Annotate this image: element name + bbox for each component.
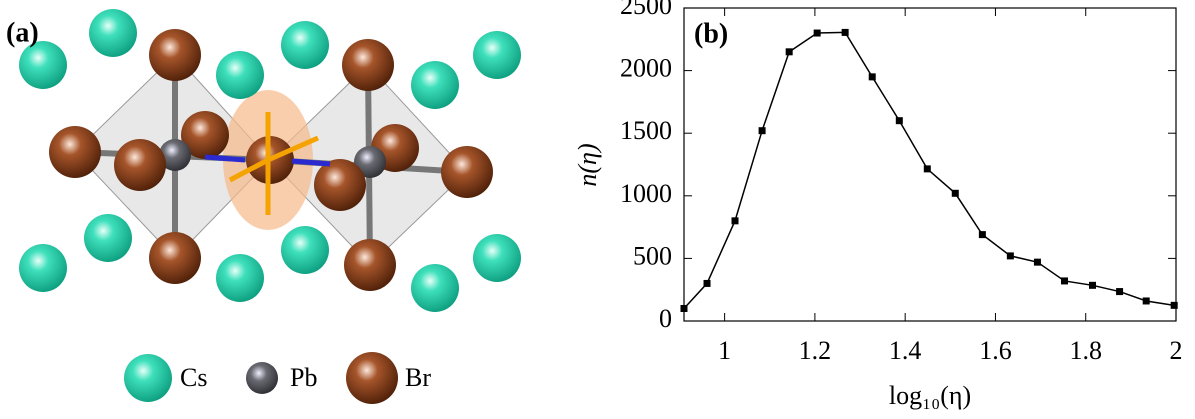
legend-swatch <box>124 354 172 402</box>
chart: (b) log₁₀(η) n(η) 0 500 1000 1500 2000 2500 1 1… <box>573 0 1183 410</box>
data-point <box>924 165 931 172</box>
panel-label: (b) <box>694 18 728 49</box>
data-point <box>1061 277 1068 284</box>
legend-label: Cs <box>180 363 207 392</box>
data-point <box>1089 282 1096 289</box>
data-point <box>1116 288 1123 295</box>
y-tick-label: 1500 <box>620 116 672 145</box>
y-tick-label: 1000 <box>620 179 672 208</box>
data-point <box>896 117 903 124</box>
x-tick-label: 2 <box>1170 336 1183 365</box>
structure: (a) Cs Pb Br <box>6 9 521 404</box>
data-point <box>759 127 766 134</box>
data-point <box>1171 302 1178 309</box>
data-point <box>732 217 739 224</box>
data-point <box>842 29 849 36</box>
data-point <box>681 305 688 312</box>
data-point <box>1007 252 1014 259</box>
data-point <box>979 231 986 238</box>
plot-frame <box>684 8 1176 321</box>
legend-swatch <box>246 362 278 394</box>
data-point <box>1143 297 1150 304</box>
data-point <box>786 48 793 55</box>
data-point <box>814 30 821 37</box>
x-tick-label: 1.6 <box>979 336 1012 365</box>
x-tick-label: 1.2 <box>799 336 832 365</box>
legend-label: Br <box>405 363 431 392</box>
y-tick-label: 0 <box>659 304 672 333</box>
x-axis-label: log₁₀(η) <box>889 381 971 410</box>
y-tick-label: 2500 <box>620 0 672 20</box>
figure: (a) Cs Pb Br (b) log₁₀(η) n(η) 0 500 1000 1… <box>0 0 1195 419</box>
legend-swatch <box>346 352 398 404</box>
legend-label: Pb <box>290 363 317 392</box>
y-tick-label: 2000 <box>620 54 672 83</box>
x-tick-label: 1.4 <box>889 336 922 365</box>
y-axis-label: n(η) <box>573 143 602 186</box>
x-tick-label: 1 <box>718 336 731 365</box>
panel-label: (a) <box>6 17 39 48</box>
data-point <box>1034 259 1041 266</box>
y-tick-label: 500 <box>633 241 672 270</box>
x-tick-label: 1.8 <box>1069 336 1102 365</box>
data-point <box>704 280 711 287</box>
data-point <box>869 73 876 80</box>
data-point <box>952 190 959 197</box>
